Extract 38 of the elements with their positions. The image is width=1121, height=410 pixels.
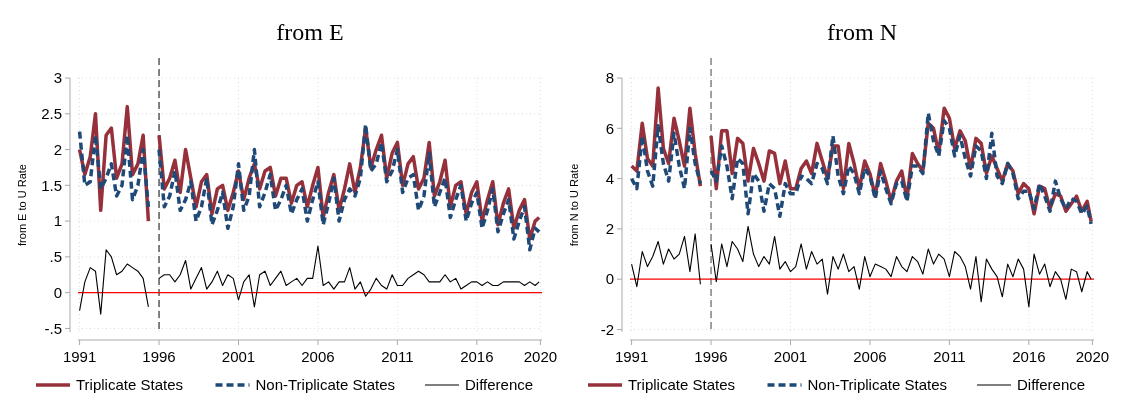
legend-label: Triplicate States [628,376,735,393]
x-tick-label: 2006 [853,348,887,365]
x-tick-label: 2020 [1075,348,1110,365]
y-tick-label: 1.5 [41,176,62,194]
x-tick-label: 2011 [381,348,414,365]
y-tick-label: 2 [53,140,62,158]
y-tick-label: .5 [49,248,62,266]
legend-label: Difference [1017,376,1086,393]
y-axis-title: from N to U Rate [568,163,580,247]
y-tick-label: 8 [605,69,614,87]
y-tick-label: 2 [605,220,614,238]
x-tick-label: 2020 [523,348,558,365]
chart-title: from N [827,19,897,45]
y-tick-label: 3 [53,69,62,87]
y-axis-title: from E to U Rate [16,164,28,246]
y-tick-label: 0 [605,270,614,288]
x-tick-label: 2016 [460,348,494,365]
x-tick-label: 1996 [694,348,728,365]
y-tick-label: 0 [53,283,62,301]
legend-label: Non-Triplicate States [807,376,947,393]
legend-label: Triplicate States [76,376,183,393]
legend-label: Difference [465,376,534,393]
y-tick-label: -2 [600,320,614,338]
y-tick-label: 1 [53,212,62,230]
x-tick-label: 1991 [62,348,97,365]
y-tick-label: 6 [605,119,614,137]
y-tick-label: 4 [605,169,614,187]
x-tick-label: 2001 [221,348,256,365]
y-tick-label: -.5 [44,319,62,337]
chart-title: from E [276,19,344,45]
x-tick-label: 2006 [301,348,335,365]
x-tick-label: 2011 [933,348,966,365]
x-tick-label: 1991 [614,348,649,365]
x-tick-label: 2001 [773,348,808,365]
x-tick-label: 2016 [1012,348,1046,365]
x-tick-label: 1996 [142,348,176,365]
legend-label: Non-Triplicate States [255,376,395,393]
y-tick-label: 2.5 [41,105,62,123]
